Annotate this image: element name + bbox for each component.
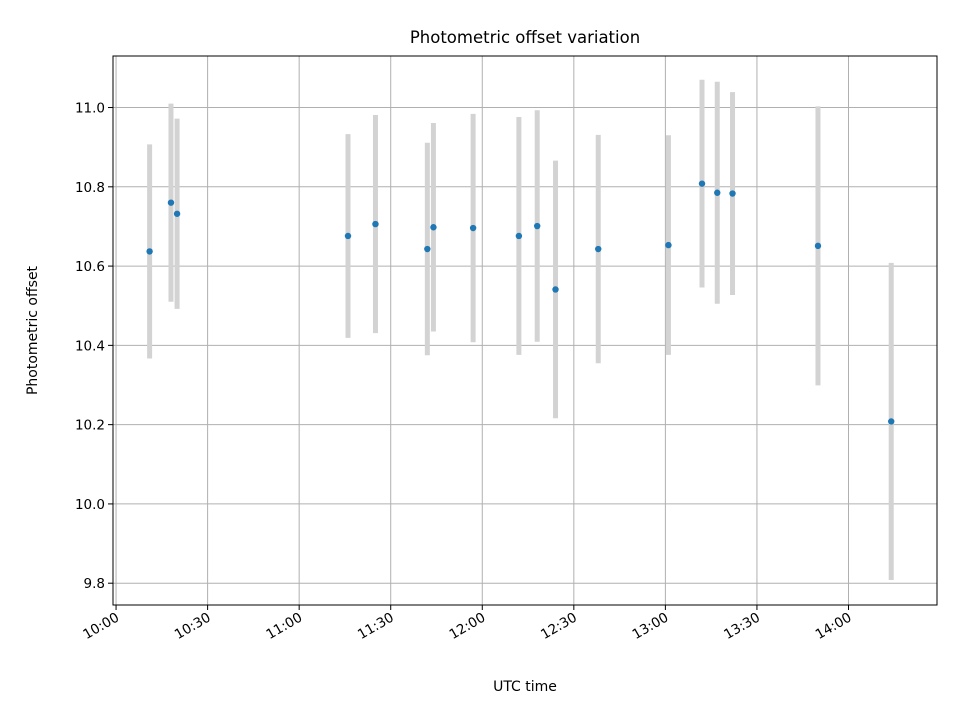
y-axis-label: Photometric offset bbox=[25, 265, 41, 395]
y-tick-label: 10.6 bbox=[75, 259, 105, 275]
x-axis-label: UTC time bbox=[493, 679, 557, 695]
y-tick-label: 10.2 bbox=[75, 418, 105, 434]
x-tick-label: 14:00 bbox=[813, 610, 855, 643]
data-point bbox=[814, 242, 822, 250]
grid bbox=[113, 56, 937, 605]
data-point bbox=[665, 241, 672, 249]
y-tick-label: 10.8 bbox=[75, 180, 105, 196]
data-point bbox=[344, 232, 352, 240]
data-point bbox=[888, 418, 895, 425]
x-tick-label: 11:30 bbox=[355, 610, 397, 643]
x-tick-label: 13:00 bbox=[630, 610, 672, 643]
data-point bbox=[146, 248, 153, 255]
data-point bbox=[534, 222, 541, 230]
data-point bbox=[430, 224, 437, 231]
data-point bbox=[714, 189, 721, 196]
axis-ticks: 10:00 10:30 11:00 11:30 12:00 12:30 13:00 13:30… bbox=[75, 101, 855, 643]
data-point bbox=[424, 245, 431, 253]
x-tick-label: 10:00 bbox=[80, 610, 122, 643]
y-tick-label: 9.8 bbox=[84, 576, 105, 592]
x-tick-label: 10:30 bbox=[172, 610, 214, 643]
error-bars bbox=[147, 79, 894, 581]
x-tick-label: 12:00 bbox=[447, 610, 489, 643]
plot-frame bbox=[112, 55, 938, 606]
y-tick-label: 10.0 bbox=[75, 497, 105, 513]
data-point bbox=[167, 199, 175, 206]
x-tick-label: 11:00 bbox=[263, 610, 305, 643]
data-point bbox=[552, 286, 559, 293]
y-tick-label: 11.0 bbox=[75, 101, 105, 117]
data-point bbox=[372, 220, 379, 228]
data-point bbox=[173, 210, 181, 217]
x-tick-label: 12:30 bbox=[538, 610, 580, 643]
data-point bbox=[729, 190, 736, 197]
chart-title: Photometric offset variation bbox=[410, 28, 640, 47]
x-tick-label: 13:30 bbox=[721, 610, 763, 643]
y-tick-label: 10.4 bbox=[75, 338, 105, 354]
data-point bbox=[595, 245, 602, 253]
data-points bbox=[146, 180, 895, 425]
data-point bbox=[469, 224, 477, 232]
data-point bbox=[515, 232, 523, 240]
data-point bbox=[698, 180, 706, 187]
